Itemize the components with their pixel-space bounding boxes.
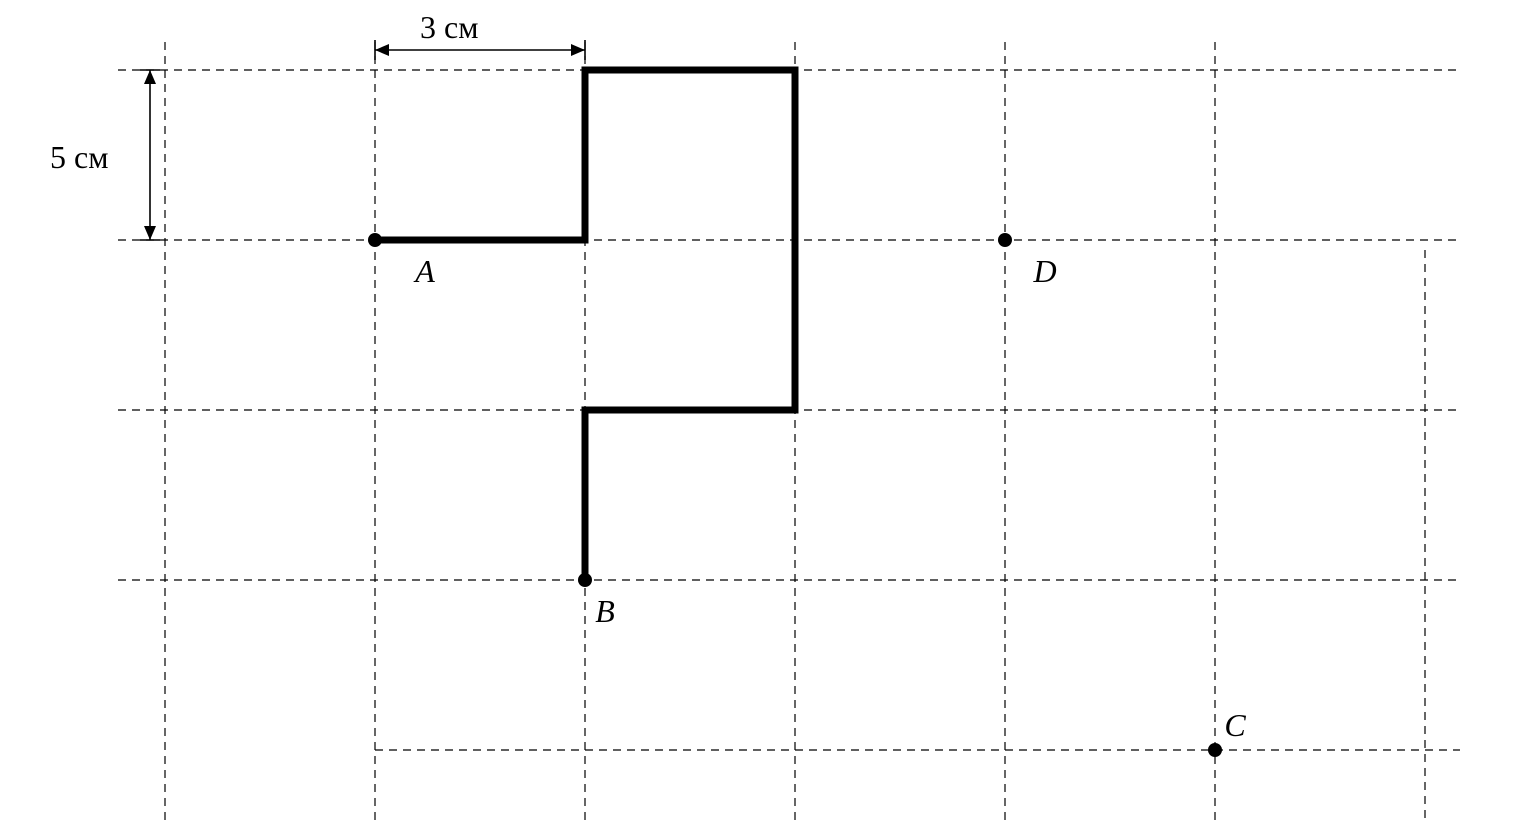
diagram-canvas: 3 см 5 см A B C D (0, 0, 1530, 832)
point-A (368, 233, 382, 247)
dim-arrowhead (375, 44, 389, 56)
point-label-C: C (1224, 707, 1246, 743)
point-C (1208, 743, 1222, 757)
point-label-B: B (595, 593, 615, 629)
dim-arrowhead (144, 70, 156, 84)
dim-arrowhead (571, 44, 585, 56)
points: A B C D (368, 233, 1246, 757)
point-label-D: D (1032, 253, 1056, 289)
grid (118, 42, 1460, 822)
dimension-horizontal: 3 см (375, 9, 585, 60)
dim-arrowhead (144, 226, 156, 240)
dim-label-horizontal: 3 см (420, 9, 478, 45)
dimension-vertical: 5 см (50, 70, 160, 240)
point-B (578, 573, 592, 587)
dim-label-vertical: 5 см (50, 139, 108, 175)
point-D (998, 233, 1012, 247)
point-label-A: A (413, 253, 435, 289)
